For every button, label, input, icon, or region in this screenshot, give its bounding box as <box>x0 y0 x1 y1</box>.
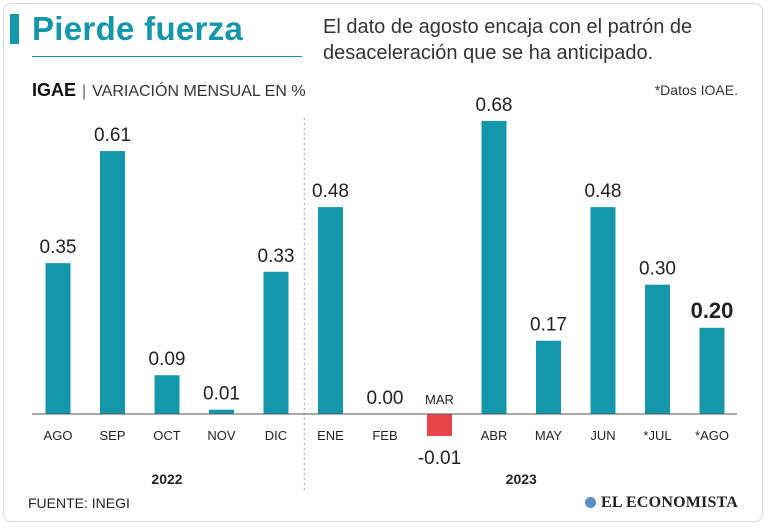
brand-name: EL ECONOMISTA <box>601 494 738 511</box>
value-label: 0.17 <box>530 315 567 336</box>
category-label: FEB <box>372 428 397 443</box>
value-label: 0.00 <box>367 388 404 409</box>
chart-title: IGAE | VARIACIÓN MENSUAL EN % <box>32 80 306 101</box>
value-label: 0.01 <box>203 384 240 405</box>
indicator-label: IGAE <box>32 80 77 100</box>
bar-est-jul <box>645 284 670 414</box>
bar-ago <box>45 263 71 414</box>
bar-mar <box>427 414 452 436</box>
value-label: 0.48 <box>585 181 622 202</box>
title-accent-bar <box>10 14 19 44</box>
title-underline <box>32 56 302 57</box>
category-label: MAR <box>425 392 454 407</box>
bar-dic <box>263 271 289 414</box>
category-label: JUN <box>590 428 615 443</box>
category-label: ABR <box>481 428 508 443</box>
category-label: DIC <box>265 428 287 443</box>
value-label: 0.68 <box>476 95 513 116</box>
globe-icon <box>585 497 596 508</box>
category-label: ENE <box>317 428 344 443</box>
bar-ene <box>318 207 343 414</box>
value-label: 0.61 <box>94 125 131 146</box>
value-label: 0.33 <box>258 246 295 267</box>
value-label: -0.01 <box>418 448 461 469</box>
bar-nov <box>209 409 234 414</box>
category-label: MAY <box>535 428 563 443</box>
value-label: 0.09 <box>149 349 186 370</box>
bar-oct <box>154 375 180 414</box>
category-label: AGO <box>44 428 73 443</box>
category-label: *AGO <box>695 428 729 443</box>
source-label: FUENTE: INEGI <box>28 495 130 511</box>
bar-sep <box>100 151 125 414</box>
measure-label: VARIACIÓN MENSUAL EN % <box>92 83 306 100</box>
bar-abr <box>481 120 507 415</box>
bar-est-ago <box>699 327 725 414</box>
value-label: 0.30 <box>639 259 676 280</box>
bar-may <box>536 340 561 414</box>
value-label: 0.48 <box>312 181 349 202</box>
brand-logo: EL ECONOMISTA <box>585 494 738 512</box>
value-label: 0.35 <box>40 237 77 258</box>
bar-jun <box>590 207 616 414</box>
category-label: *JUL <box>643 428 671 443</box>
category-label: SEP <box>99 428 125 443</box>
frame <box>3 3 763 522</box>
estimate-note: *Datos IOAE. <box>654 82 738 98</box>
category-label: NOV <box>207 428 236 443</box>
year-label: 2022 <box>151 471 182 487</box>
year-label: 2023 <box>506 471 537 487</box>
subtitle: El dato de agosto encaja con el patrón d… <box>323 16 693 64</box>
value-label: 0.20 <box>691 298 734 323</box>
category-label: OCT <box>153 428 181 443</box>
chart-title-separator: | <box>82 83 87 100</box>
page-title: Pierde fuerza <box>32 10 244 47</box>
